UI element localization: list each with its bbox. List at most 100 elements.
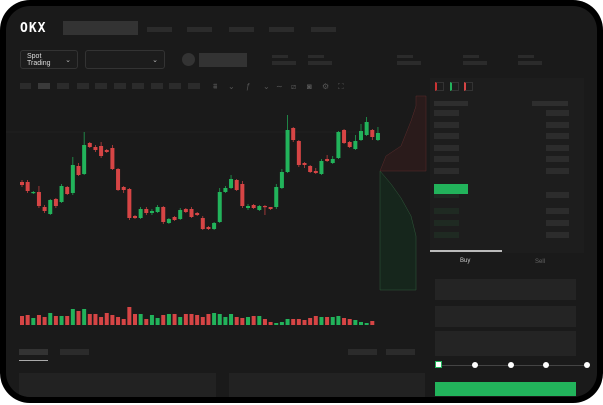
- interval-button[interactable]: [57, 83, 69, 89]
- chevron-down-icon: ⌄: [65, 56, 71, 64]
- volume-bar: [342, 318, 347, 325]
- camera-icon[interactable]: ◙: [307, 82, 312, 91]
- slider-mark-25[interactable]: [472, 362, 478, 368]
- volume-bar: [161, 315, 166, 325]
- candle-body: [48, 200, 53, 214]
- price-input[interactable]: [435, 279, 576, 300]
- orderbook-price[interactable]: [434, 220, 459, 226]
- orderbook-size[interactable]: [546, 156, 569, 162]
- volume-bar: [65, 316, 70, 325]
- orders-panel: [19, 373, 216, 397]
- orderbook-price[interactable]: [434, 110, 459, 116]
- indicator-icon[interactable]: ƒ: [246, 82, 251, 91]
- orderbook-size[interactable]: [546, 145, 569, 151]
- slider-handle[interactable]: [435, 361, 442, 368]
- amount-input[interactable]: [435, 306, 576, 327]
- orderbook-both-icon[interactable]: [435, 82, 444, 91]
- orderbook-price[interactable]: [434, 168, 459, 174]
- orderbook-price[interactable]: [434, 208, 459, 214]
- ruler-icon[interactable]: ⧄: [291, 82, 297, 91]
- orderbook-price[interactable]: [434, 156, 459, 162]
- nav-item[interactable]: [311, 27, 336, 32]
- total-input[interactable]: [435, 331, 576, 356]
- candle-body: [291, 128, 296, 140]
- interval-button[interactable]: [114, 83, 126, 89]
- assets-panel: [229, 373, 425, 397]
- search-box[interactable]: [63, 21, 138, 35]
- tab-open-orders[interactable]: [19, 349, 48, 355]
- interval-button[interactable]: [151, 83, 163, 89]
- interval-button[interactable]: [132, 83, 144, 89]
- candle-body: [274, 187, 279, 207]
- tab-order-history[interactable]: [60, 349, 89, 355]
- tab-sell[interactable]: Sell: [535, 259, 546, 265]
- candle-body: [319, 161, 324, 174]
- orderbook-price[interactable]: [434, 192, 459, 198]
- interval-button[interactable]: [20, 83, 31, 89]
- volume-bar: [285, 319, 290, 325]
- interval-button-active[interactable]: [38, 83, 50, 89]
- nav-item[interactable]: [147, 27, 172, 32]
- orderbook-size[interactable]: [546, 133, 569, 139]
- slider-mark-50[interactable]: [508, 362, 514, 368]
- orderbook-sell-icon[interactable]: [464, 82, 473, 91]
- candle-body: [217, 192, 222, 222]
- candle-body: [127, 189, 132, 218]
- candle-body: [257, 206, 262, 210]
- nav-item[interactable]: [269, 27, 294, 32]
- nav-item[interactable]: [187, 27, 212, 32]
- volume-bar: [217, 314, 222, 325]
- volume-bar: [25, 315, 30, 325]
- filter-button[interactable]: [386, 349, 415, 355]
- orderbook-header[interactable]: [532, 101, 568, 106]
- stat-label: [518, 55, 534, 58]
- orderbook-price[interactable]: [434, 232, 459, 238]
- chart-type-icon[interactable]: ⩩: [213, 82, 218, 91]
- orderbook-size[interactable]: [546, 208, 569, 214]
- volume-bar: [296, 319, 301, 325]
- orderbook-price[interactable]: [434, 145, 459, 151]
- chevron-down-icon[interactable]: ⌄: [228, 82, 235, 91]
- nav-item[interactable]: [229, 27, 254, 32]
- volume-bar: [359, 322, 363, 325]
- interval-button[interactable]: [188, 83, 200, 89]
- fullscreen-icon[interactable]: ⛶: [338, 82, 344, 91]
- pair-selector[interactable]: ⌄: [85, 50, 165, 69]
- orderbook-size[interactable]: [546, 232, 569, 238]
- orderbook-buy-icon[interactable]: [450, 82, 459, 91]
- depth-asks: [379, 95, 427, 172]
- volume-bar: [308, 318, 313, 325]
- orderbook-price[interactable]: [434, 133, 459, 139]
- market-selector-label: Spot Trading: [27, 52, 51, 67]
- okx-logo[interactable]: OKX: [20, 21, 47, 36]
- chevron-down-icon[interactable]: ⌄: [263, 82, 270, 91]
- candle-body: [353, 141, 358, 149]
- interval-button[interactable]: [77, 83, 89, 89]
- filter-button[interactable]: [348, 349, 377, 355]
- candle-body: [246, 206, 250, 208]
- volume-bar: [183, 314, 188, 325]
- slider-mark-75[interactable]: [543, 362, 549, 368]
- orderbook-header[interactable]: [434, 101, 468, 106]
- market-selector[interactable]: Spot Trading ⌄: [20, 50, 78, 69]
- orderbook-last-price[interactable]: [434, 184, 468, 194]
- orderbook-size[interactable]: [546, 122, 569, 128]
- orderbook-size[interactable]: [546, 220, 569, 226]
- settings-icon[interactable]: ⚙: [322, 82, 330, 91]
- line-icon[interactable]: ∼: [276, 82, 283, 91]
- volume-bar: [36, 315, 41, 325]
- slider-mark-100[interactable]: [584, 362, 590, 368]
- orderbook-price[interactable]: [434, 122, 459, 128]
- orderbook-size[interactable]: [546, 110, 569, 116]
- volume-bar: [251, 316, 256, 325]
- interval-button[interactable]: [95, 83, 107, 89]
- candlestick-chart[interactable]: [6, 6, 597, 397]
- orderbook-size[interactable]: [546, 168, 569, 174]
- interval-button[interactable]: [169, 83, 181, 89]
- stat-value: [463, 61, 487, 65]
- buy-button[interactable]: [435, 382, 576, 396]
- orderbook-size[interactable]: [546, 192, 569, 198]
- candle-body: [262, 206, 267, 208]
- tab-buy[interactable]: Buy: [460, 258, 471, 264]
- candle-body: [172, 217, 177, 220]
